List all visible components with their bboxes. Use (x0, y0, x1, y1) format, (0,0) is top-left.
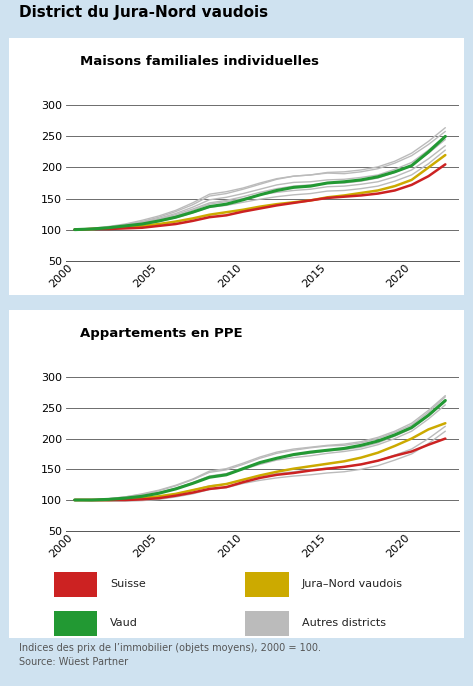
Text: Appartements en PPE: Appartements en PPE (80, 327, 243, 340)
Bar (54, 571, 97, 597)
Text: Jura–Nord vaudois: Jura–Nord vaudois (302, 579, 403, 589)
Text: Maisons familiales individuelles: Maisons familiales individuelles (80, 55, 319, 68)
Bar (245, 611, 289, 635)
Text: Vaud: Vaud (110, 618, 138, 628)
Text: Autres districts: Autres districts (302, 618, 386, 628)
Text: Indices des prix de l’immobilier (objets moyens), 2000 = 100.
Source: Wüest Part: Indices des prix de l’immobilier (objets… (19, 643, 321, 667)
Bar (54, 611, 97, 635)
Text: District du Jura-Nord vaudois: District du Jura-Nord vaudois (19, 5, 268, 20)
Text: Suisse: Suisse (110, 579, 146, 589)
Bar (245, 571, 289, 597)
